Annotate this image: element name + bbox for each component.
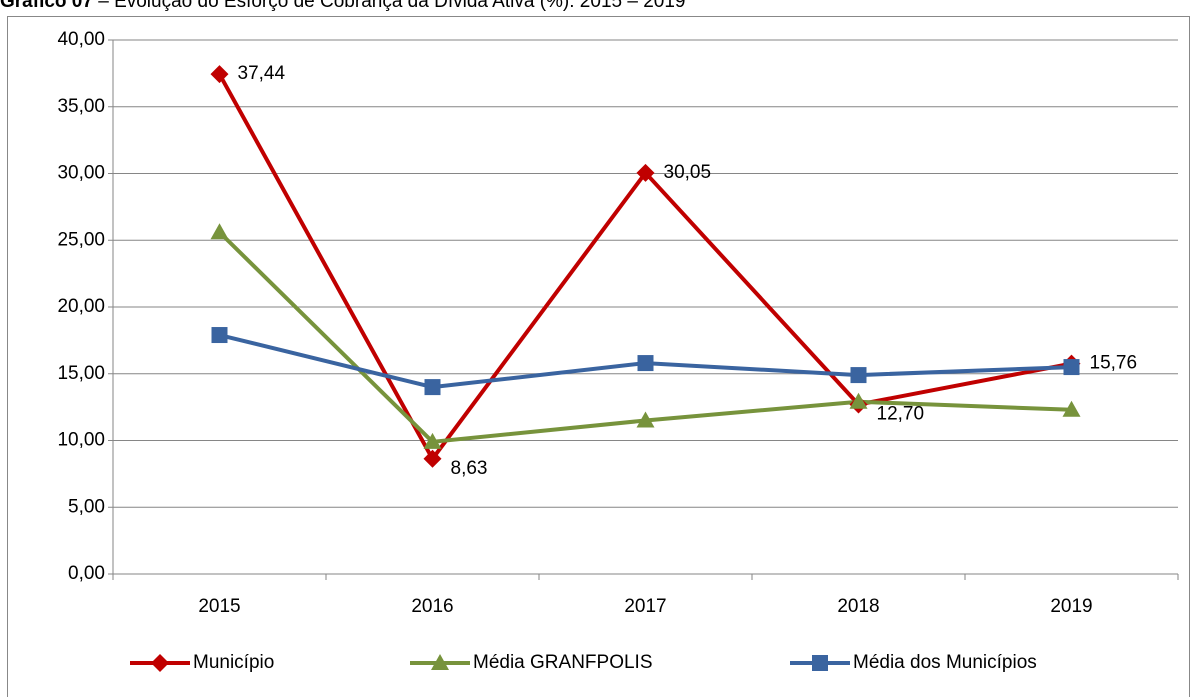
series-line: [218, 230, 1072, 444]
x-tick-label: 2016: [411, 596, 453, 617]
marker: [210, 223, 229, 240]
y-tick-label: 15,00: [57, 363, 105, 384]
marker: [636, 411, 655, 428]
y-tick-label: 0,00: [68, 563, 105, 584]
x-tick-label: 2018: [837, 596, 879, 617]
marker: [849, 392, 868, 409]
marker: [1062, 400, 1081, 417]
y-tick-label: 25,00: [57, 229, 105, 250]
data-label: 30,05: [664, 162, 712, 183]
marker: [423, 432, 442, 449]
legend-marker: [151, 654, 169, 672]
marker: [211, 327, 228, 344]
legend-marker: [812, 655, 828, 671]
legend-label: Município: [193, 652, 274, 673]
y-tick-label: 5,00: [68, 496, 105, 517]
marker: [850, 367, 867, 384]
data-label: 37,44: [238, 63, 286, 84]
legend-label: Média dos Municípios: [853, 652, 1037, 673]
data-label: 15,76: [1090, 353, 1138, 374]
x-tick-label: 2015: [198, 596, 240, 617]
data-label: 8,63: [451, 458, 488, 479]
marker: [636, 163, 655, 182]
marker: [210, 65, 229, 84]
y-tick-label: 40,00: [57, 29, 105, 50]
marker: [1063, 359, 1080, 376]
x-tick-label: 2017: [624, 596, 666, 617]
legend-marker: [431, 654, 449, 670]
series-line: [217, 73, 1072, 463]
y-tick-label: 10,00: [57, 430, 105, 451]
chart-title: Gráfico 07 – Evolução do Esforço de Cobr…: [0, 0, 685, 12]
marker: [423, 449, 442, 468]
y-tick-label: 35,00: [57, 96, 105, 117]
y-tick-label: 20,00: [57, 296, 105, 317]
y-tick-label: 30,00: [57, 163, 105, 184]
chart-border: [7, 16, 1190, 697]
x-tick-label: 2019: [1050, 596, 1092, 617]
marker: [637, 355, 654, 372]
legend-label: Média GRANFPOLIS: [473, 652, 653, 673]
marker: [424, 379, 441, 396]
data-label: 12,70: [877, 403, 925, 424]
